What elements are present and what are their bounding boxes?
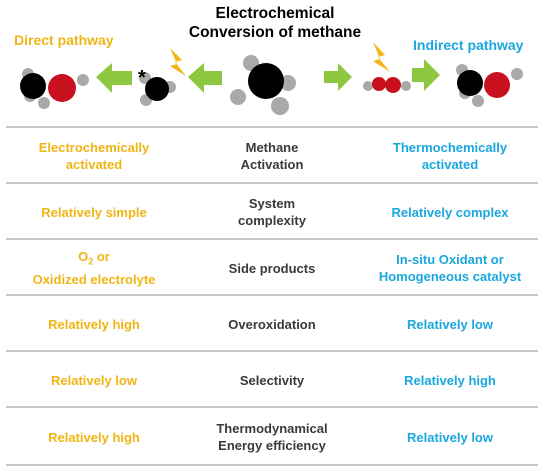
- hydrogen-atom: [230, 89, 246, 105]
- carbon-atom: [145, 77, 169, 101]
- hydrogen-atom: [271, 97, 289, 115]
- carbon-atom: [457, 70, 483, 96]
- hydrogen-atom: [280, 75, 296, 91]
- row-divider: [6, 406, 538, 408]
- criterion-cell: Methane Activation: [240, 140, 304, 172]
- oxidant-molecule: [363, 77, 411, 93]
- row-divider: [6, 238, 538, 240]
- oxygen-atom: [48, 74, 76, 102]
- comparison-row: Electrochemically activated Methane Acti…: [6, 128, 538, 184]
- direct-cell: Electrochemically activated: [38, 140, 150, 172]
- diagram-title: Electrochemical Conversion of methane: [175, 4, 375, 42]
- comparison-row: Relatively low Selectivity Relatively hi…: [6, 352, 538, 408]
- oxygen-atom: [372, 77, 386, 91]
- direct-cell: O2 or Oxidized electrolyte: [6, 240, 182, 296]
- hydrogen-atom: [363, 81, 373, 91]
- hydrogen-atom: [472, 95, 484, 107]
- row-divider: [6, 294, 538, 296]
- title-line-2: Conversion of methane: [188, 24, 362, 41]
- lightning-icon: [373, 42, 390, 72]
- methane-molecule: [230, 55, 296, 115]
- comparison-row: Relatively simple System complexity Rela…: [6, 184, 538, 240]
- table-top-divider: [6, 126, 538, 128]
- row-divider: [6, 464, 538, 466]
- o2-subscript: 2: [88, 256, 94, 267]
- hydrogen-atom: [511, 68, 523, 80]
- criterion-cell: System complexity: [238, 196, 306, 228]
- direct-cell: Relatively low: [51, 372, 137, 388]
- hydrogen-atom: [401, 81, 411, 91]
- comparison-row: Relatively high Overoxidation Relatively…: [6, 296, 538, 352]
- carbon-atom: [20, 73, 46, 99]
- criterion-cell: Overoxidation: [228, 316, 316, 332]
- indirect-arrow-2: [412, 59, 440, 91]
- methyl-radical-molecule: *: [138, 67, 176, 106]
- criterion-cell: Selectivity: [239, 372, 305, 388]
- indirect-cell: Relatively low: [407, 429, 493, 445]
- row-divider: [6, 350, 538, 352]
- lightning-icon: [170, 48, 186, 76]
- indirect-cell: Relatively low: [407, 316, 493, 332]
- side-products-direct: or Oxidized electrolyte: [32, 249, 156, 287]
- row-divider: [6, 182, 538, 184]
- direct-arrow-2: [188, 63, 222, 93]
- o2-letter: O: [78, 249, 89, 265]
- comparison-row: O2 or Oxidized electrolyte Side products…: [6, 240, 538, 296]
- indirect-cell: Relatively high: [404, 372, 496, 388]
- oxygen-atom: [385, 77, 401, 93]
- hydrogen-atom: [77, 74, 89, 86]
- hydrogen-atom: [38, 97, 50, 109]
- criterion-cell: Side products: [228, 260, 316, 276]
- criterion-cell: Thermodynamical Energy efficiency: [216, 421, 328, 453]
- comparison-row: Relatively high Thermodynamical Energy e…: [6, 408, 538, 466]
- indirect-pathway-label: Indirect pathway: [413, 37, 524, 53]
- indirect-cell: In-situ Oxidant or Homogeneous catalyst: [378, 252, 522, 284]
- indirect-arrow-1: [324, 63, 352, 91]
- pathway-illustration: *: [20, 42, 523, 115]
- direct-arrow-1: [96, 63, 132, 93]
- direct-pathway-label: Direct pathway: [14, 32, 114, 48]
- oxygen-atom: [484, 72, 510, 98]
- carbon-atom: [248, 63, 284, 99]
- radical-asterisk: *: [138, 67, 146, 89]
- direct-cell: Relatively high: [48, 316, 140, 332]
- indirect-cell: Relatively complex: [391, 204, 509, 220]
- direct-product-molecule: [20, 68, 89, 109]
- hydrogen-atom: [139, 72, 151, 84]
- indirect-cell: Thermochemically activated: [392, 140, 508, 172]
- direct-cell: Relatively high: [48, 429, 140, 445]
- direct-cell: Relatively simple: [41, 204, 147, 220]
- title-line-1: Electrochemical: [215, 5, 335, 22]
- indirect-product-molecule: [456, 64, 523, 107]
